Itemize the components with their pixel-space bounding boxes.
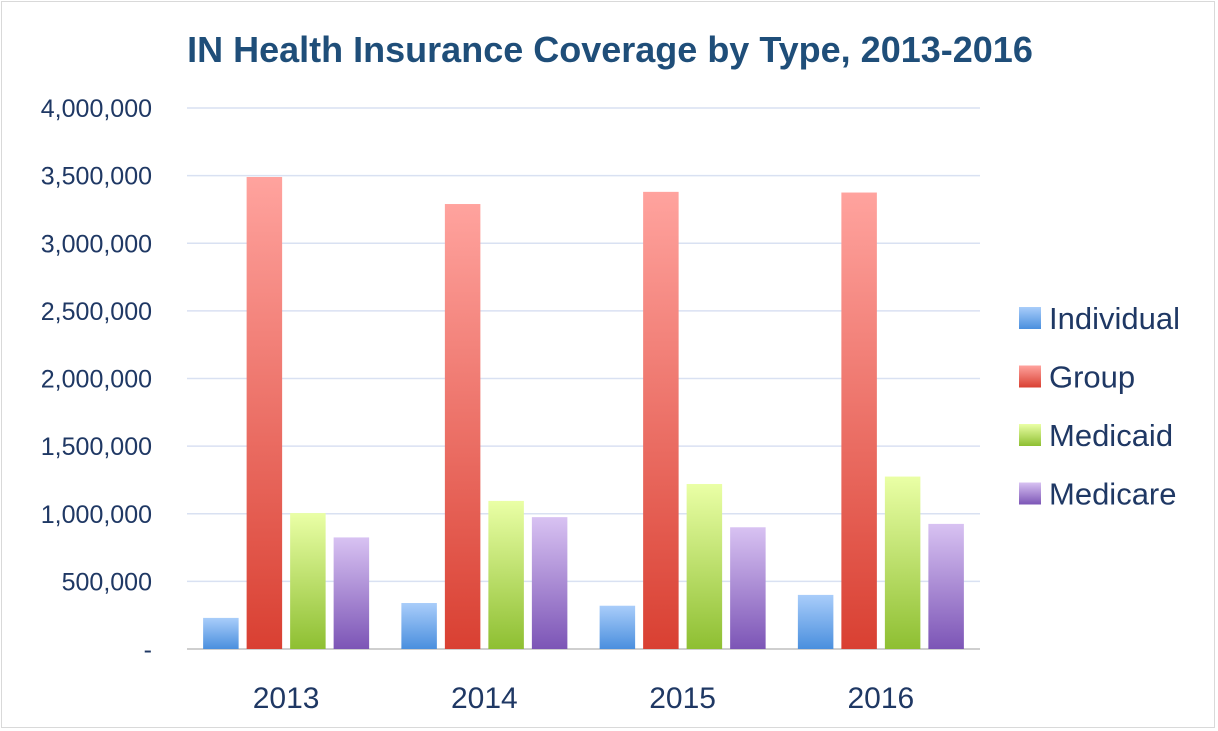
legend-swatch [1019, 307, 1041, 329]
bar-individual-2014 [401, 603, 437, 649]
legend-item-medicare: Medicare [1019, 477, 1177, 512]
bar-medicare-2016 [928, 523, 964, 649]
legend-swatch [1019, 365, 1041, 388]
bar-group-2013 [246, 176, 283, 650]
legend-label: Individual [1049, 301, 1180, 336]
bar-medicaid-2014 [488, 500, 524, 649]
y-tick-label: 1,500,000 [41, 433, 152, 461]
y-axis-tick-labels: - 500,000 1,000,000 1,500,000 2,000,000 2,500… [41, 95, 152, 664]
y-tick-label: - [144, 636, 152, 664]
y-tick-label: 3,500,000 [41, 163, 152, 191]
legend-swatch [1019, 424, 1041, 446]
x-category-label: 2015 [649, 682, 716, 715]
x-category-label: 2013 [253, 682, 320, 715]
bar-group-2014 [444, 204, 481, 649]
bar-group-2016 [841, 192, 877, 649]
y-tick-label: 3,000,000 [41, 230, 152, 258]
y-tick-label: 2,500,000 [41, 298, 152, 326]
legend-label: Medicaid [1049, 418, 1173, 453]
bar-group-2015 [643, 191, 679, 650]
x-axis-category-labels: 2013 2014 2015 2016 [253, 682, 915, 715]
legend-item-group: Group [1019, 360, 1135, 395]
y-tick-label: 2,000,000 [41, 366, 152, 394]
bar-individual-2016 [797, 594, 834, 649]
bar-medicaid-2015 [686, 483, 723, 649]
y-tick-label: 500,000 [62, 568, 152, 596]
bar-medicare-2015 [730, 527, 766, 649]
y-tick-label: 4,000,000 [41, 95, 152, 123]
legend-item-individual: Individual [1019, 301, 1180, 336]
bars [203, 176, 964, 650]
legend-item-medicaid: Medicaid [1019, 418, 1173, 453]
x-category-label: 2016 [848, 682, 915, 715]
bar-medicaid-2016 [884, 476, 921, 649]
legend-swatch [1019, 482, 1041, 505]
bar-medicare-2014 [531, 517, 568, 649]
legend-label: Group [1049, 360, 1135, 395]
bar-medicaid-2013 [290, 513, 326, 649]
bar-individual-2013 [203, 617, 239, 649]
bar-medicare-2013 [333, 537, 370, 649]
bar-individual-2015 [599, 605, 636, 649]
legend-label: Medicare [1049, 477, 1177, 512]
y-tick-label: 1,000,000 [41, 501, 152, 529]
x-category-label: 2014 [451, 682, 518, 715]
chart-title: IN Health Insurance Coverage by Type, 20… [187, 29, 1033, 70]
legend: Individual Group Medicaid Medicare [1019, 301, 1180, 512]
